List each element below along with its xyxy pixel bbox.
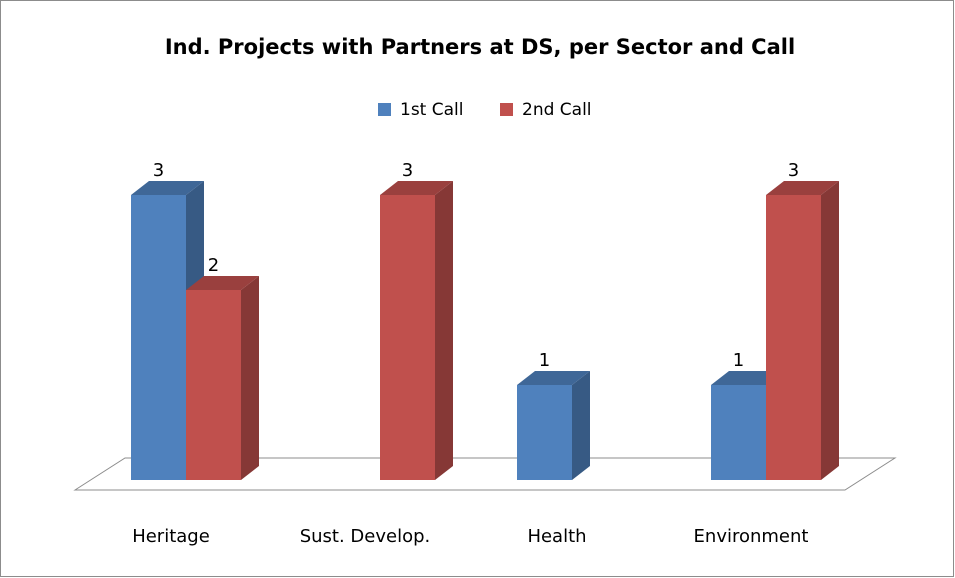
bar-side [821, 181, 839, 480]
x-tick-label: Health [527, 526, 586, 547]
floor [73, 457, 897, 491]
bar-top [517, 371, 590, 385]
bar-front [517, 385, 572, 480]
bar-front [131, 195, 186, 480]
data-label: 3 [153, 160, 164, 181]
legend-swatch [500, 103, 513, 116]
bar-side [572, 371, 590, 480]
bar-front [380, 195, 435, 480]
legend-label: 1st Call [400, 100, 463, 120]
bar-top [766, 181, 839, 195]
bar [517, 371, 590, 480]
chart-title: Ind. Projects with Partners at DS, per S… [165, 35, 795, 59]
bar-top [186, 276, 259, 290]
bar [766, 181, 839, 480]
bar-front [766, 195, 821, 480]
bar-side [435, 181, 453, 480]
bar-top [711, 371, 784, 385]
x-tick-label: Environment [694, 526, 809, 547]
bar [186, 276, 259, 480]
data-label: 3 [788, 160, 799, 181]
bar [380, 181, 453, 480]
data-label: 1 [539, 350, 550, 371]
data-label: 3 [402, 160, 413, 181]
bar-front [711, 385, 766, 480]
legend-label: 2nd Call [522, 100, 592, 120]
bar-top [380, 181, 453, 195]
legend-swatch [378, 103, 391, 116]
x-tick-label: Sust. Develop. [300, 526, 431, 547]
data-label: 1 [733, 350, 744, 371]
bar-front [186, 290, 241, 480]
bar-side [241, 276, 259, 480]
x-tick-label: Heritage [132, 526, 210, 547]
bar-top [131, 181, 204, 195]
data-label: 2 [208, 255, 219, 276]
